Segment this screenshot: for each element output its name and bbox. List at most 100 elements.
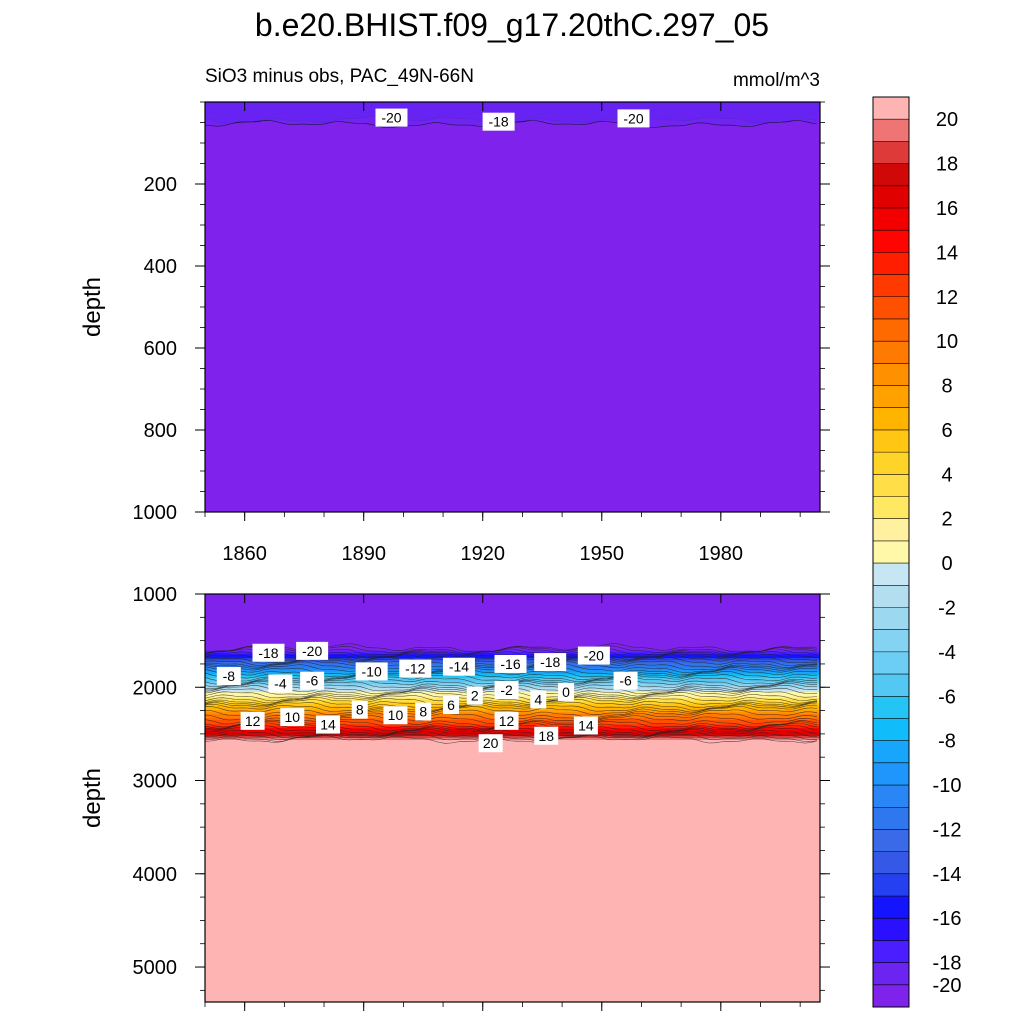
contour-label: -20 xyxy=(296,641,329,660)
field-band xyxy=(205,614,820,617)
field-band xyxy=(205,846,820,849)
contour-label-text: -20 xyxy=(302,643,322,659)
y-tick-label: 4000 xyxy=(133,864,178,886)
y-tick-label: 1000 xyxy=(133,502,178,524)
colorbar-swatch xyxy=(873,962,909,986)
field-band xyxy=(205,732,820,735)
colorbar: 20181614121086420-2-4-6-8-10-12-14-16-18… xyxy=(872,96,961,1008)
field-band xyxy=(205,858,820,861)
field-band xyxy=(205,882,820,885)
field-band xyxy=(205,880,820,883)
field-band xyxy=(205,870,820,873)
field-band xyxy=(205,990,820,993)
field-band xyxy=(205,914,820,917)
field-band xyxy=(205,888,820,891)
field-band xyxy=(205,864,820,867)
field-band xyxy=(205,778,820,781)
colorbar-label: 6 xyxy=(941,420,952,442)
field-band xyxy=(205,628,820,631)
chart-subtitle-left: SiO3 minus obs, PAC_49N-66N xyxy=(205,66,474,87)
field-band xyxy=(205,938,820,941)
contour-label-text: 6 xyxy=(447,697,455,713)
field-band xyxy=(205,876,820,879)
field-band xyxy=(205,910,820,913)
colorbar-swatch xyxy=(873,429,909,453)
field-band xyxy=(205,756,820,759)
field-band xyxy=(205,780,820,783)
colorbar-swatch xyxy=(873,296,909,320)
contour-label-text: 2 xyxy=(471,688,479,704)
field-band xyxy=(205,890,820,893)
field-band xyxy=(205,828,820,831)
colorbar-label: 12 xyxy=(936,287,958,309)
field-band xyxy=(205,606,820,609)
field-band xyxy=(205,856,820,859)
chart-units: mmol/m^3 xyxy=(733,70,820,91)
contour-label: 2 xyxy=(466,686,483,705)
colorbar-label: -2 xyxy=(938,597,956,619)
contour-label: 8 xyxy=(351,700,368,719)
contour-label-text: -18 xyxy=(488,114,508,130)
field-band xyxy=(205,730,820,733)
field-band xyxy=(205,984,820,987)
x-tick-label: 1950 xyxy=(580,543,625,565)
colorbar-swatch xyxy=(873,674,909,697)
y-tick-label: 400 xyxy=(144,256,177,278)
contour-label-text: -10 xyxy=(362,663,382,679)
field-band xyxy=(205,626,820,629)
contour-label-text: -6 xyxy=(306,673,319,689)
field-band xyxy=(205,980,820,983)
colorbar-swatch xyxy=(873,940,909,964)
field-band xyxy=(205,834,820,837)
contour-label: 10 xyxy=(383,706,408,725)
field-band xyxy=(205,638,820,641)
field-band xyxy=(205,784,820,787)
contour-label: -12 xyxy=(399,659,432,678)
contour-label-text: -14 xyxy=(449,659,469,675)
field-band xyxy=(205,742,820,745)
contour-label: -18 xyxy=(482,112,515,131)
contour-label: 14 xyxy=(573,716,598,735)
contour-label: -2 xyxy=(494,681,519,700)
field-band xyxy=(205,904,820,907)
field-band xyxy=(205,788,820,791)
field-band xyxy=(205,974,820,977)
contour-label-text: -20 xyxy=(584,648,604,664)
contour-label: 20 xyxy=(478,734,503,753)
colorbar-label: 20 xyxy=(936,109,958,131)
plot-frame xyxy=(204,593,821,1003)
field-band xyxy=(205,768,820,771)
field-band xyxy=(205,790,820,793)
field-band xyxy=(205,920,820,923)
colorbar-swatch xyxy=(873,141,909,164)
colorbar-label: 10 xyxy=(936,331,958,353)
chart-title: b.e20.BHIST.f09_g17.20thC.297_05 xyxy=(255,7,769,43)
field-band xyxy=(205,874,820,877)
field-band xyxy=(205,930,820,933)
field-band xyxy=(205,988,820,991)
field-band xyxy=(205,804,820,807)
field-band xyxy=(205,746,820,749)
colorbar-swatch xyxy=(873,585,909,608)
field-band xyxy=(205,894,820,897)
field-band xyxy=(205,636,820,639)
colorbar-label: 2 xyxy=(941,509,952,531)
colorbar-swatch xyxy=(873,563,909,586)
colorbar-swatch xyxy=(873,119,909,142)
field-band xyxy=(205,832,820,835)
field-band xyxy=(205,896,820,899)
colorbar-swatch xyxy=(873,385,909,409)
contour-label: -16 xyxy=(494,654,527,673)
contour-label-text: 12 xyxy=(499,713,515,729)
field-band xyxy=(205,886,820,889)
field-band xyxy=(205,956,820,959)
contour-label: -20 xyxy=(617,109,650,128)
colorbar-swatch xyxy=(873,629,909,653)
field-band xyxy=(205,820,820,823)
field-band xyxy=(205,912,820,915)
field-band xyxy=(205,808,820,811)
contour-label-text: -6 xyxy=(619,673,632,689)
field-band xyxy=(205,674,820,677)
contour-label-text: 4 xyxy=(534,691,542,707)
